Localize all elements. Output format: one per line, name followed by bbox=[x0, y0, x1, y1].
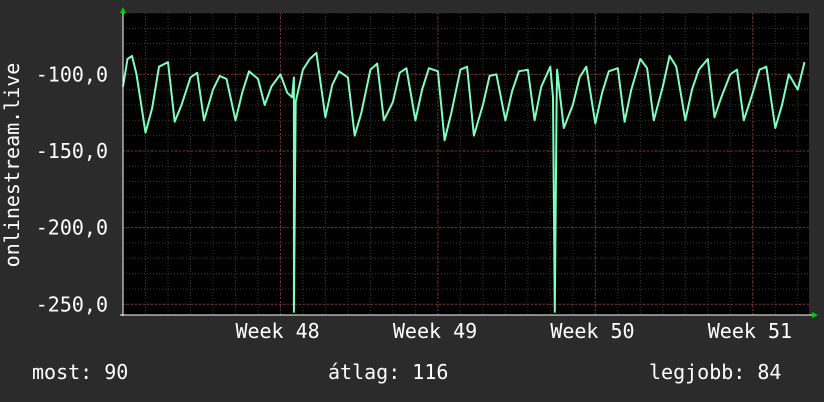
current-value: most: 90 bbox=[32, 360, 129, 384]
x-tick-label: Week 50 bbox=[550, 319, 634, 343]
y-tick-label: -150,0 bbox=[36, 139, 108, 163]
line-chart: -100,0-150,0-200,0-250,0 Week 48 Week 49 W… bbox=[0, 7, 818, 343]
series-line bbox=[122, 51, 806, 313]
y-tick-label: -250,0 bbox=[36, 292, 108, 316]
y-tick-label: -200,0 bbox=[36, 216, 108, 240]
best-value: legjobb: 84 bbox=[649, 360, 782, 384]
y-tick-label: -100,0 bbox=[36, 62, 108, 86]
stats-bar: most: 90 átlag: 116 legjobb: 84 bbox=[0, 360, 824, 390]
x-tick-label: Week 49 bbox=[393, 319, 477, 343]
y-axis-arrow bbox=[120, 7, 126, 13]
average-value: átlag: 116 bbox=[328, 360, 449, 384]
y-tick-labels: -100,0 -150,0 -200,0 -250,0 bbox=[36, 62, 108, 316]
x-tick-labels: Week 48 Week 49 Week 50 Week 51 bbox=[235, 319, 792, 343]
x-tick-label: Week 51 bbox=[708, 319, 792, 343]
x-axis-arrow bbox=[812, 312, 818, 318]
minor-grid bbox=[123, 12, 809, 315]
series-layer bbox=[122, 51, 806, 313]
plot-background bbox=[123, 13, 809, 315]
y-axis-label: onlinestream.live bbox=[0, 63, 24, 268]
x-tick-label: Week 48 bbox=[235, 319, 319, 343]
